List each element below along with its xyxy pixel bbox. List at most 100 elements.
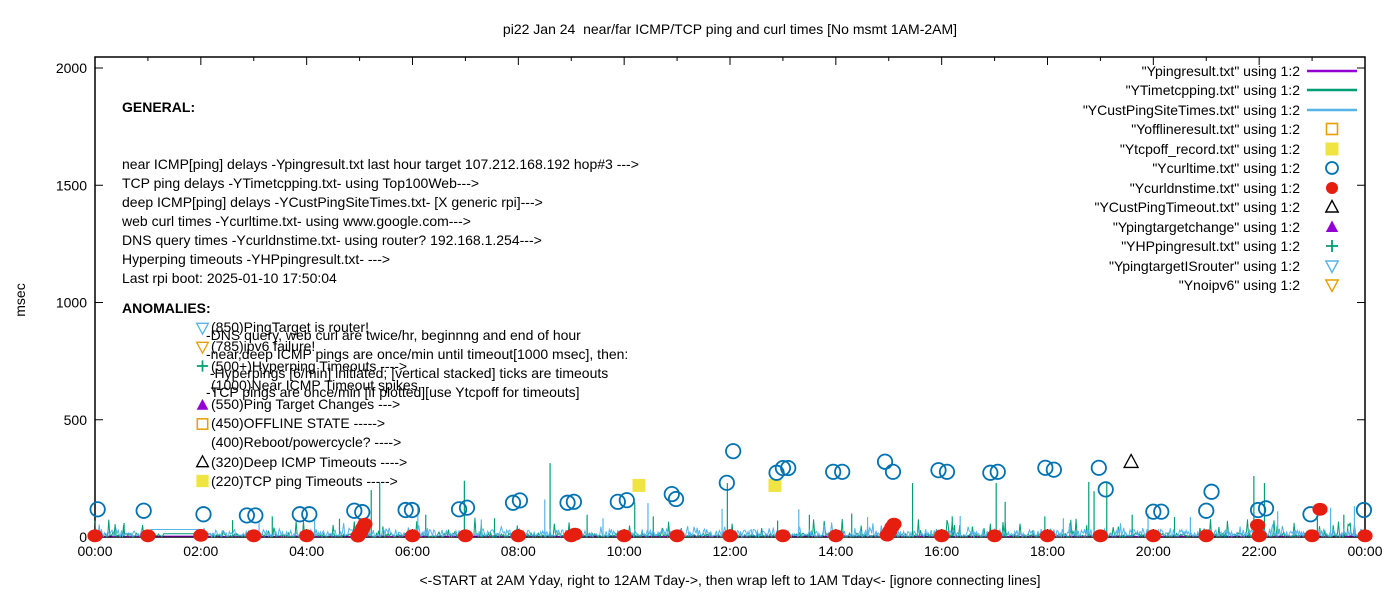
x-axis-label: <-START at 2AM Yday, right to 12AM Tday-… <box>419 572 1041 588</box>
svg-text:10:00: 10:00 <box>607 543 642 559</box>
triangle-up-open-icon <box>1324 199 1340 213</box>
general-indented-lines: -DNS query, web curl are twice/hr, begin… <box>122 326 639 402</box>
anomaly-label: (500+)Hyperping Timeouts ----> <box>211 357 408 374</box>
general-line: Hyperping timeouts -YHPpingresult.txt- -… <box>122 251 391 267</box>
svg-text:00:00: 00:00 <box>1347 543 1382 559</box>
square-open-icon <box>196 417 209 430</box>
svg-text:18:00: 18:00 <box>1030 543 1065 559</box>
anomaly-item: (550)Ping Target Changes ---> <box>194 395 418 414</box>
legend-entry: "Ypingresult.txt" using 1:2 <box>1020 61 1364 81</box>
svg-text:16:00: 16:00 <box>924 543 959 559</box>
line-icon <box>1307 89 1357 92</box>
legend: "Ypingresult.txt" using 1:2 "YTimetcpping… <box>1020 61 1364 295</box>
x-tick-labels: 00:00 02:00 04:00 06:00 08:00 10:00 12:00 14:00… <box>77 543 1382 559</box>
anomalies-items: (850)PingTarget is router! (785)ipv6 fail… <box>122 318 418 491</box>
legend-label: "YTimetcpping.txt" using 1:2 <box>1125 82 1300 99</box>
general-indented-line: -near,deep ICMP pings are once/min until… <box>206 346 629 362</box>
legend-label: "Ypingresult.txt" using 1:2 <box>1141 62 1300 79</box>
legend-label: "YCustPingTimeout.txt" using 1:2 <box>1094 199 1300 216</box>
square-filled-icon <box>196 475 209 488</box>
legend-label: "YHPpingresult.txt" using 1:2 <box>1121 238 1300 255</box>
legend-symbol <box>1300 199 1364 215</box>
anomaly-item: (320)Deep ICMP Timeouts ----> <box>194 453 418 472</box>
series-YTimetcpping.txt <box>94 463 1366 539</box>
legend-symbol <box>1300 160 1364 176</box>
triangle-up-filled-icon <box>196 398 209 410</box>
anomaly-label: (850)PingTarget is router! <box>211 319 369 336</box>
legend-label: "YpingtargetISrouter" using 1:2 <box>1108 257 1300 274</box>
circle-filled-icon <box>1326 181 1338 194</box>
general-line: deep ICMP[ping] delays -YCustPingSiteTim… <box>122 194 543 210</box>
svg-text:08:00: 08:00 <box>501 543 536 559</box>
anomaly-symbol <box>194 320 211 336</box>
legend-entry: "Ynoipv6" using 1:2 <box>1020 276 1364 296</box>
legend-symbol <box>1300 82 1364 98</box>
anomaly-label: (785)ipv6 failure! <box>211 338 316 355</box>
anomaly-label: (1000)Near ICMP Timeout spikes <box>211 376 418 393</box>
svg-text:02:00: 02:00 <box>183 543 218 559</box>
general-line: web curl times -Ycurltime.txt- using www… <box>122 213 471 229</box>
legend-entry: "Ytcpoff_record.txt" using 1:2 <box>1020 139 1364 159</box>
line-icon <box>1307 108 1357 111</box>
series-YCustPingTimeout.txt <box>1123 453 1140 469</box>
anomaly-label: (450)OFFLINE STATE -----> <box>211 415 386 432</box>
triangle-up-filled-icon <box>1325 220 1339 232</box>
svg-text:06:00: 06:00 <box>395 543 430 559</box>
legend-entry: "YTimetcpping.txt" using 1:2 <box>1020 81 1364 101</box>
plus-icon <box>196 360 209 372</box>
legend-entry: "YpingtargetISrouter" using 1:2 <box>1020 256 1364 276</box>
svg-text:0: 0 <box>79 529 87 545</box>
anomaly-item: (1000)Near ICMP Timeout spikes <box>194 376 418 395</box>
svg-text:22:00: 22:00 <box>1242 543 1277 559</box>
general-indented-line: -TCP pings are once/min [if plotted][use… <box>206 384 580 400</box>
anomaly-label: (400)Reboot/powercycle? ----> <box>211 434 402 451</box>
anomaly-item: (785)ipv6 failure! <box>194 337 418 356</box>
legend-symbol <box>1300 180 1364 196</box>
legend-label: "Ycurltime.txt" using 1:2 <box>1152 160 1300 177</box>
anomaly-symbol <box>194 454 211 470</box>
anomaly-item: (500+)Hyperping Timeouts ----> <box>194 357 418 376</box>
general-lines: near ICMP[ping] delays -Ypingresult.txt … <box>122 155 639 288</box>
triangle-up-open-icon <box>195 454 210 468</box>
triangle-down-open-icon <box>195 341 210 355</box>
anomaly-symbol <box>194 358 211 374</box>
svg-text:20:00: 20:00 <box>1136 543 1171 559</box>
general-indented-line: -Hyperpings [6/min] initiated; [vertical… <box>206 365 609 381</box>
legend-label: "Yofflineresult.txt" using 1:2 <box>1131 121 1300 138</box>
triangle-down-open-icon <box>1324 260 1340 274</box>
legend-entry: "Ycurldnstime.txt" using 1:2 <box>1020 178 1364 198</box>
svg-text:2000: 2000 <box>56 60 87 76</box>
legend-entry: "Ypingtargetchange" using 1:2 <box>1020 217 1364 237</box>
line-icon <box>1307 69 1357 72</box>
anomalies-heading: ANOMALIES: <box>122 300 211 316</box>
triangle-down-open-icon <box>1324 279 1340 294</box>
plot-frame <box>94 56 1366 538</box>
legend-entry: "Yofflineresult.txt" using 1:2 <box>1020 120 1364 140</box>
svg-text:12:00: 12:00 <box>712 543 747 559</box>
legend-symbol <box>1300 219 1364 235</box>
anomaly-label: (220)TCP ping Timeouts -----> <box>211 472 398 489</box>
legend-label: "YCustPingSiteTimes.txt" using 1:2 <box>1082 101 1300 118</box>
svg-text:1000: 1000 <box>56 295 87 311</box>
series-Ycurltime.txt <box>89 443 1373 524</box>
svg-text:1500: 1500 <box>56 177 87 193</box>
legend-symbol <box>1300 63 1364 79</box>
anomaly-symbol <box>194 473 211 489</box>
general-line: Last rpi boot: 2025-01-10 17:50:04 <box>122 270 337 286</box>
circle-open-icon <box>1325 161 1339 176</box>
general-heading: GENERAL: <box>122 99 196 115</box>
series-Ycurldnstime.txt <box>87 502 1373 543</box>
legend-symbol <box>1300 258 1364 274</box>
svg-text:500: 500 <box>64 412 88 428</box>
legend-symbol <box>1300 238 1364 254</box>
square-filled-icon <box>1325 142 1339 156</box>
anomaly-symbol <box>194 416 211 432</box>
chart-title: pi22 Jan 24 near/far ICMP/TCP ping and c… <box>502 21 958 37</box>
anomaly-item: (450)OFFLINE STATE -----> <box>194 414 418 433</box>
legend-label: "Ytcpoff_record.txt" using 1:2 <box>1119 140 1300 157</box>
anomaly-label: (550)Ping Target Changes ---> <box>211 395 401 412</box>
legend-entry: "Ycurltime.txt" using 1:2 <box>1020 159 1364 179</box>
anomaly-item: (850)PingTarget is router! <box>194 318 418 337</box>
